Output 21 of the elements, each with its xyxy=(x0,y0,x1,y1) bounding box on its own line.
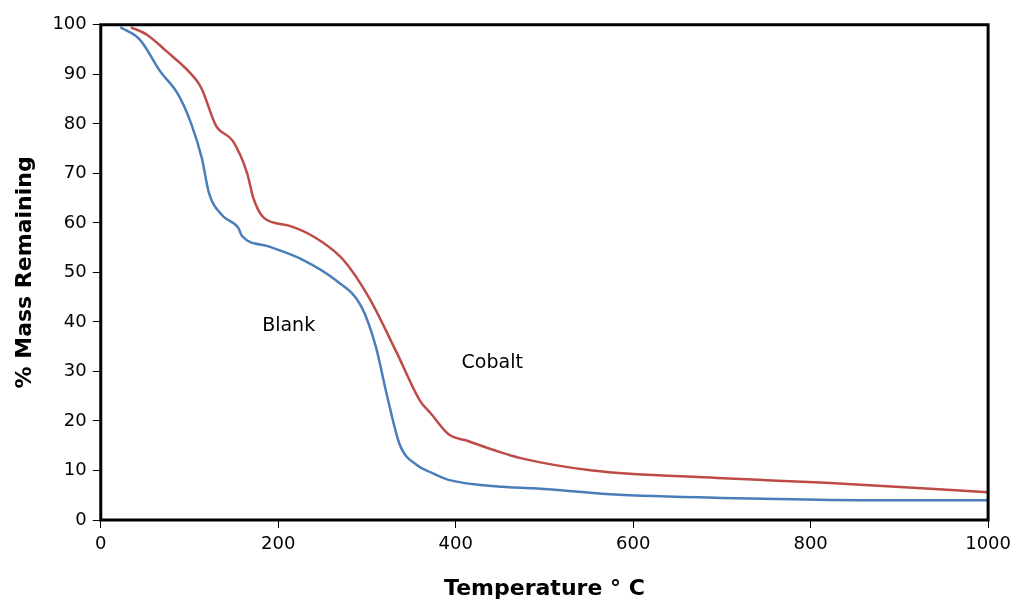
x-tick-label: 600 xyxy=(615,532,651,554)
text: Cobalt xyxy=(461,349,523,372)
y-tick-label: 20 xyxy=(63,408,87,430)
y-tick-label: 30 xyxy=(63,359,87,381)
y-tick-label: 100 xyxy=(52,12,87,34)
x-tick-label: 1000 xyxy=(965,532,1011,554)
y-tick-label: 10 xyxy=(63,458,87,480)
y-tick-label: 0 xyxy=(75,507,87,529)
y-tick-label: 60 xyxy=(63,210,87,232)
y-tick-label: 70 xyxy=(63,161,87,183)
x-axis-title: Temperature ° C xyxy=(444,574,645,600)
text: Blank xyxy=(262,313,316,335)
x-tick-label: 200 xyxy=(261,532,296,554)
y-tick-label: 80 xyxy=(63,111,87,133)
y-tick-label: 50 xyxy=(63,260,87,282)
x-tick-label: 400 xyxy=(438,532,473,554)
y-axis-title: % Mass Remaining xyxy=(10,156,36,389)
y-tick-label: 90 xyxy=(63,61,87,83)
x-tick-label: 0 xyxy=(95,532,107,554)
y-tick-label: 40 xyxy=(63,309,87,331)
x-tick-label: 800 xyxy=(793,532,828,554)
